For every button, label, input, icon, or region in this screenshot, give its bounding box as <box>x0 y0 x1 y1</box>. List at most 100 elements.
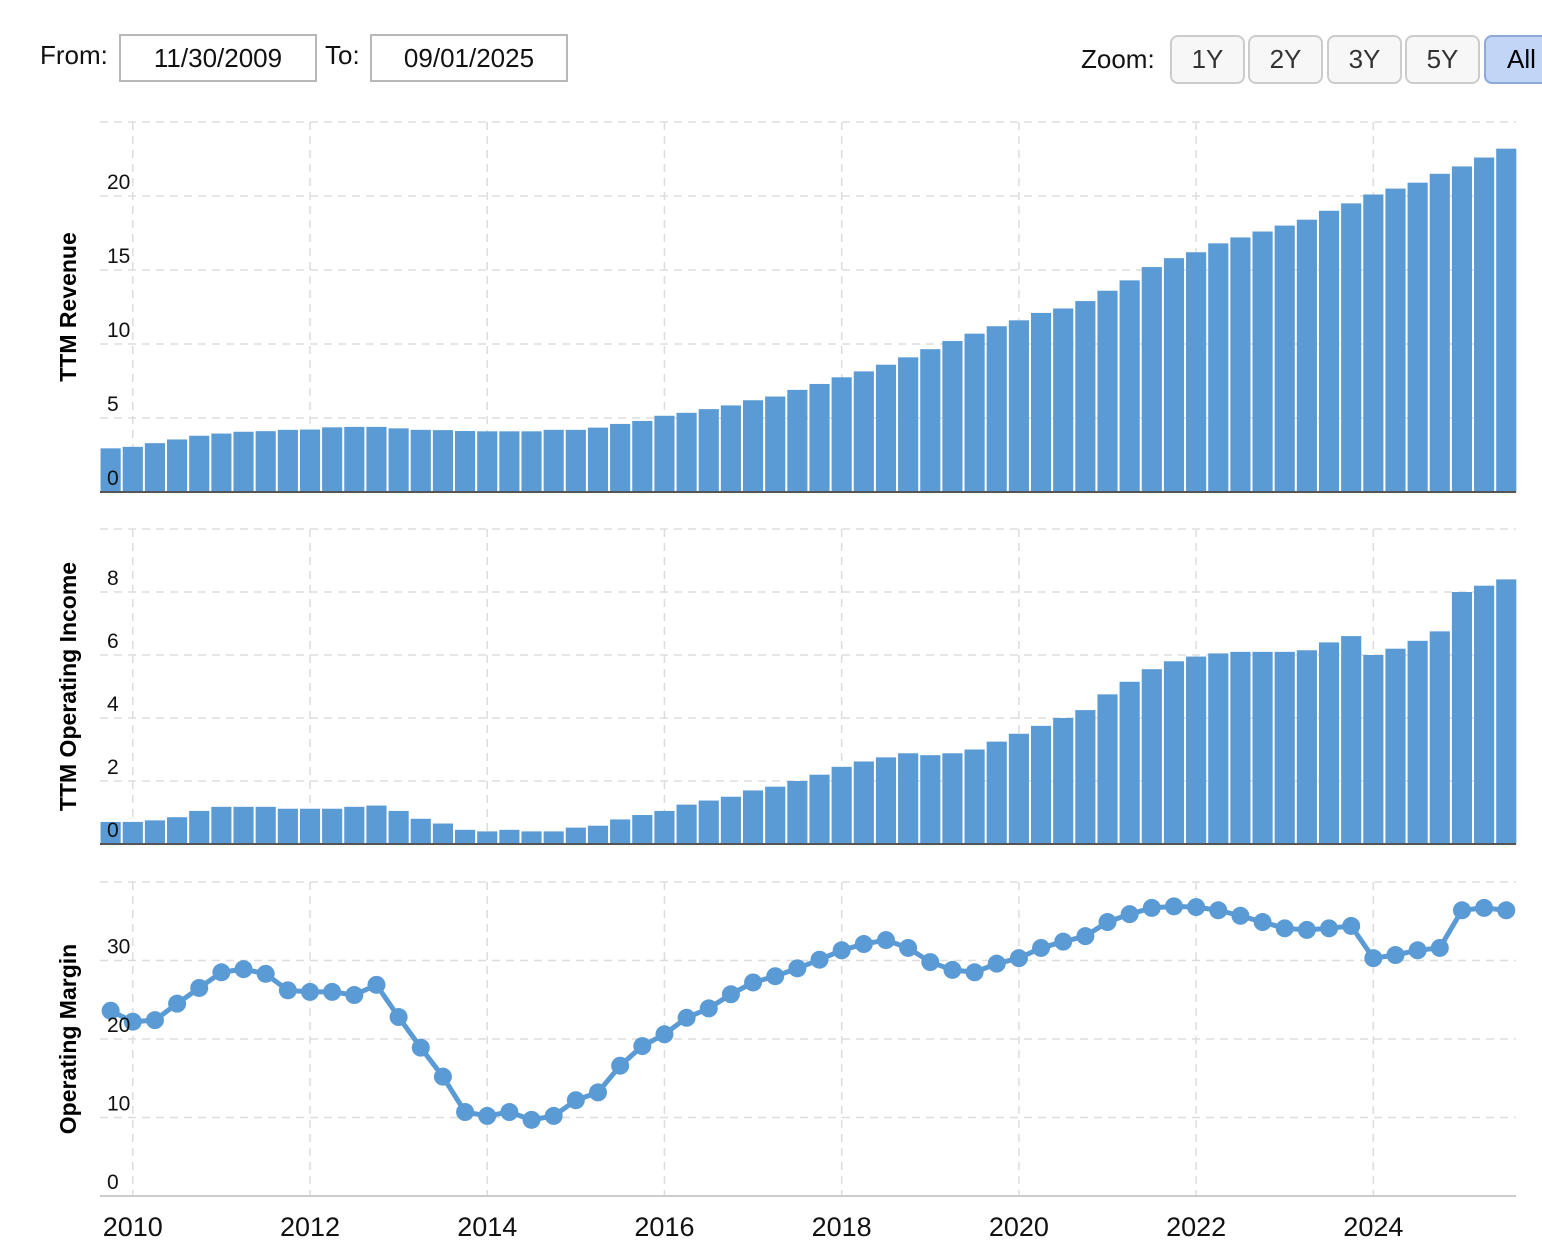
y-tick-label: 20 <box>107 1014 130 1037</box>
x-tick-label: 2012 <box>280 1212 340 1242</box>
bar <box>1318 642 1340 844</box>
bar <box>1296 650 1317 844</box>
bar <box>875 364 897 492</box>
marker <box>123 1012 142 1031</box>
y-tick-label: 30 <box>107 936 130 959</box>
bar <box>299 808 321 844</box>
bar <box>1496 579 1517 844</box>
bar <box>1119 280 1140 492</box>
bar <box>432 430 453 492</box>
marker <box>1120 905 1139 924</box>
bar <box>1053 718 1074 844</box>
marker <box>1342 916 1361 935</box>
marker <box>655 1025 674 1044</box>
bar <box>720 796 741 844</box>
zoom-button[interactable]: 2Y <box>1248 35 1323 84</box>
bar <box>1341 203 1362 492</box>
bar <box>1008 733 1029 844</box>
bar <box>610 423 631 492</box>
marker <box>433 1067 452 1086</box>
bar <box>1474 157 1495 492</box>
bar <box>410 818 431 844</box>
bar <box>1385 188 1406 492</box>
bar <box>144 820 166 844</box>
zoom-button[interactable]: 5Y <box>1405 35 1480 84</box>
y-tick-label: 5 <box>107 393 119 416</box>
marker <box>1076 927 1095 946</box>
bar <box>277 808 298 844</box>
y-tick-label: 0 <box>107 819 119 842</box>
bar <box>432 823 453 844</box>
marker <box>810 950 829 969</box>
to-input[interactable]: 09/01/2025 <box>370 34 568 82</box>
bar <box>654 810 675 844</box>
bar <box>1252 651 1273 844</box>
y-axis-title: TTM Operating Income <box>55 562 81 811</box>
bar <box>1141 267 1162 492</box>
bar <box>698 800 719 844</box>
marker <box>234 960 253 979</box>
bar <box>587 427 609 492</box>
bar <box>1274 225 1295 492</box>
zoom-button[interactable]: All <box>1484 35 1542 84</box>
marker <box>1187 898 1206 917</box>
marker <box>301 982 320 1001</box>
bar <box>144 443 166 492</box>
bar <box>565 429 586 492</box>
bar <box>388 810 409 844</box>
bar <box>742 790 764 844</box>
bar <box>986 326 1007 492</box>
bar <box>632 815 653 844</box>
marker <box>190 978 209 997</box>
bar <box>543 831 564 844</box>
bar <box>676 804 697 844</box>
line <box>109 903 1507 1123</box>
bar <box>1429 173 1450 493</box>
bar <box>1163 258 1185 492</box>
bar <box>299 429 321 492</box>
bar <box>100 448 121 492</box>
bar <box>1407 182 1428 492</box>
from-label: From: <box>40 40 108 70</box>
zoom-button[interactable]: 1Y <box>1170 35 1245 84</box>
to-label: To: <box>325 40 360 70</box>
bar <box>1363 194 1384 492</box>
bar <box>1252 231 1273 492</box>
bar <box>521 431 542 492</box>
bar <box>676 412 697 492</box>
marker <box>1497 901 1516 920</box>
y-tick-label: 2 <box>107 756 119 779</box>
y-axis-title: Operating Margin <box>55 944 81 1134</box>
bar <box>942 341 963 492</box>
marker <box>1142 898 1161 917</box>
y-tick-label: 0 <box>107 467 119 490</box>
bar <box>1274 651 1295 844</box>
bar <box>831 377 852 492</box>
bar <box>853 761 874 844</box>
bar <box>366 805 387 844</box>
bar <box>920 755 941 844</box>
zoom-button[interactable]: 3Y <box>1327 35 1402 84</box>
x-tick-label: 2024 <box>1343 1212 1403 1242</box>
bar <box>610 819 631 844</box>
marker <box>788 959 807 978</box>
marker <box>1386 946 1405 965</box>
y-tick-label: 20 <box>107 171 130 194</box>
bar <box>853 371 874 492</box>
marker <box>987 954 1006 973</box>
bar <box>809 774 830 844</box>
from-input[interactable]: 11/30/2009 <box>119 34 317 82</box>
bar <box>742 400 764 492</box>
y-tick-label: 10 <box>107 1093 130 1116</box>
bar <box>1097 290 1118 492</box>
bar <box>1385 648 1406 844</box>
marker <box>1364 949 1383 968</box>
marker <box>876 931 895 950</box>
marker <box>256 964 275 983</box>
marker <box>1253 913 1272 932</box>
bar <box>1008 320 1029 492</box>
bar <box>765 786 786 844</box>
bar <box>189 435 210 492</box>
bar <box>1429 631 1450 844</box>
bar <box>122 821 143 844</box>
